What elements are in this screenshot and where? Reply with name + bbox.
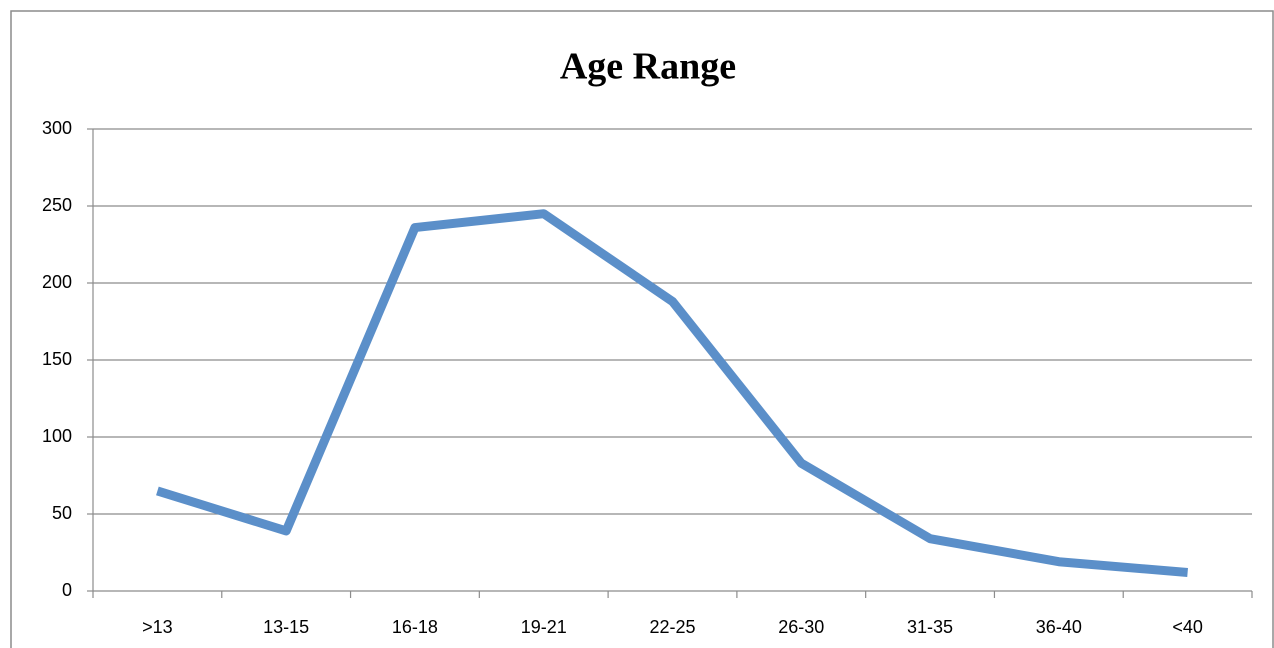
x-tick-label: 13-15 bbox=[263, 617, 309, 637]
chart-title: Age Range bbox=[560, 46, 736, 88]
x-tick-label: 31-35 bbox=[907, 617, 953, 637]
y-tick-label: 250 bbox=[42, 195, 72, 215]
x-tick-label: 36-40 bbox=[1036, 617, 1082, 637]
x-tick-label: 19-21 bbox=[521, 617, 567, 637]
y-tick-label: 200 bbox=[42, 272, 72, 292]
y-tick-label: 150 bbox=[42, 349, 72, 369]
x-tick-label: >13 bbox=[142, 617, 173, 637]
y-tick-label: 300 bbox=[42, 118, 72, 138]
y-tick-label: 50 bbox=[52, 503, 72, 523]
chart-frame bbox=[10, 10, 1274, 648]
y-tick-label: 100 bbox=[42, 426, 72, 446]
y-tick-label: 0 bbox=[62, 580, 72, 600]
x-tick-label: 16-18 bbox=[392, 617, 438, 637]
x-tick-label: <40 bbox=[1172, 617, 1203, 637]
x-tick-label: 22-25 bbox=[649, 617, 695, 637]
data-line bbox=[156, 209, 1188, 578]
x-tick-label: 26-30 bbox=[778, 617, 824, 637]
